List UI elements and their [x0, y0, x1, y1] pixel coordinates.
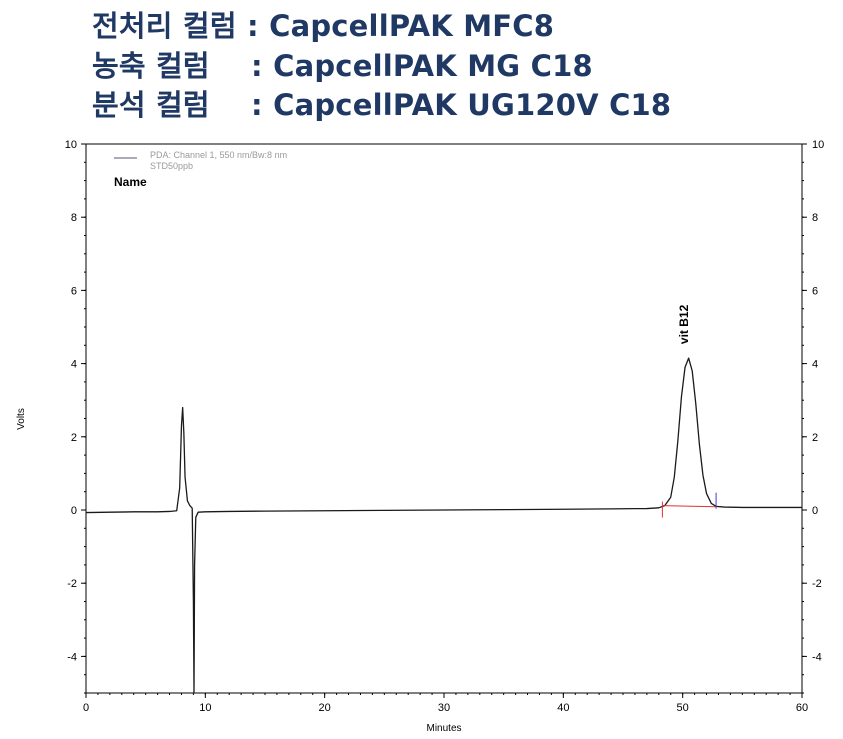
title-line-pretreatment-column: 전처리 컬럼 : CapcellPAK MFC8 [92, 9, 555, 43]
x-tick-label: 30 [438, 702, 450, 714]
x-tick-label: 50 [677, 702, 689, 714]
y-tick-label-right: 4 [812, 359, 818, 371]
x-tick-label: 20 [319, 702, 331, 714]
y-tick-label-right: 0 [812, 505, 818, 517]
title-line-analytical-column: 분석 컬럼 : CapcellPAK UG120V C18 [92, 88, 672, 122]
y-tick-label-right: -2 [812, 578, 822, 590]
x-axis-label: Minutes [426, 723, 461, 734]
integration-layer [661, 492, 717, 518]
y-tick-label-left: -4 [67, 651, 77, 663]
annotation-layer: vit B12 [677, 304, 691, 344]
x-axis: 0 10 20 30 40 50 60 [83, 693, 808, 714]
y-axis-label: Volts [16, 408, 27, 430]
legend: PDA: Channel 1, 550 nm/Bw:8 nm STD50ppb … [114, 150, 287, 189]
y-tick-label-left: 2 [71, 432, 77, 444]
y-tick-label-right: 2 [812, 432, 818, 444]
x-tick-label: 10 [199, 702, 211, 714]
x-tick-label: 0 [83, 702, 89, 714]
y-tick-label-left: 10 [65, 139, 77, 151]
legend-entry-channel: PDA: Channel 1, 550 nm/Bw:8 nm [150, 150, 287, 160]
y-tick-label-left: 0 [71, 505, 77, 517]
y-tick-label-right: -4 [812, 651, 822, 663]
integration-baseline [662, 505, 717, 508]
y-tick-label-right: 8 [812, 212, 818, 224]
y-tick-label-right: 6 [812, 285, 818, 297]
y-tick-label-left: 8 [71, 212, 77, 224]
legend-entry-sample: STD50ppb [150, 161, 193, 171]
peak-label: vit B12 [677, 304, 691, 344]
title-line-concentration-column: 농축 컬럼 : CapcellPAK MG C18 [92, 49, 593, 83]
x-tick-label: 60 [796, 702, 808, 714]
y-tick-label-left: 6 [71, 285, 77, 297]
x-tick-label: 40 [557, 702, 569, 714]
left-y-axis: -4 -2 0 2 4 6 8 10 [65, 139, 86, 694]
series-line-0 [85, 357, 802, 694]
y-tick-label-left: -2 [67, 578, 77, 590]
y-tick-label-right: 10 [812, 139, 824, 151]
right-y-axis: -4 -2 0 2 4 6 8 10 [802, 139, 824, 694]
legend-name-header: Name [114, 175, 147, 189]
y-tick-label-left: 4 [71, 359, 77, 371]
series-layer [85, 357, 802, 694]
